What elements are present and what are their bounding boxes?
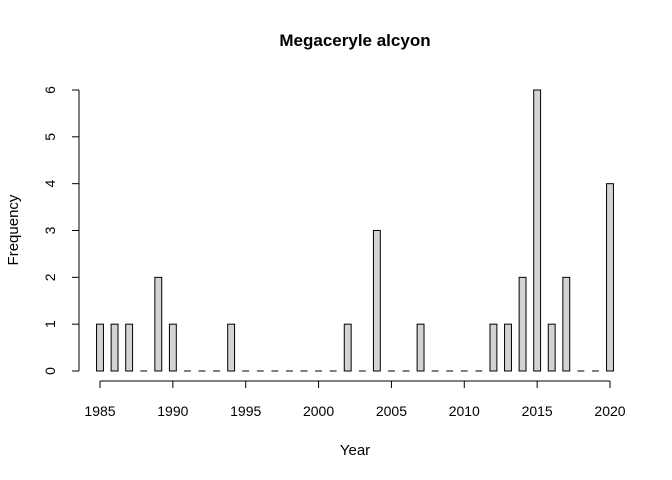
y-tick-label: 3 (42, 226, 58, 234)
bar-1994 (227, 323, 236, 372)
y-tick-label: 6 (42, 86, 58, 94)
y-tick-label: 2 (42, 273, 58, 281)
bars-group (96, 89, 614, 372)
bar-2004 (372, 230, 381, 372)
bar-2016 (547, 323, 556, 372)
bar-2002 (343, 323, 352, 372)
x-tick-label: 1985 (84, 403, 115, 419)
bar-2013 (504, 323, 512, 372)
x-tick-label: 2010 (449, 403, 480, 419)
bar-1989 (154, 276, 163, 372)
bar-2012 (489, 323, 498, 372)
x-tick-label: 1990 (157, 403, 188, 419)
x-axis: 1985 1990 1995 2000 2005 2010 2015 2020 (84, 380, 626, 419)
x-axis-title: Year (340, 442, 370, 459)
y-tick-label: 0 (42, 367, 58, 375)
y-tick-label: 1 (42, 320, 58, 328)
bar-1985 (96, 323, 104, 372)
bar-1987 (125, 323, 134, 372)
bar-2007 (416, 323, 425, 372)
y-tick-label: 4 (42, 180, 58, 188)
x-tick-label: 1995 (230, 403, 261, 419)
x-tick-label: 2000 (303, 403, 334, 419)
bar-2015 (533, 89, 542, 372)
bar-2017 (562, 276, 571, 372)
bar-2014 (518, 276, 527, 372)
bar-2020 (606, 183, 614, 372)
y-axis-title: Frequency (5, 194, 22, 265)
bar-1986 (110, 323, 119, 372)
x-tick-label: 2015 (522, 403, 553, 419)
y-tick-label: 5 (42, 133, 58, 141)
chart-title: Megaceryle alcyon (279, 31, 430, 50)
bar-1990 (168, 323, 177, 372)
y-axis: 0 1 2 3 4 5 6 (42, 86, 80, 375)
x-tick-label: 2005 (376, 403, 407, 419)
x-tick-label: 2020 (594, 403, 625, 419)
